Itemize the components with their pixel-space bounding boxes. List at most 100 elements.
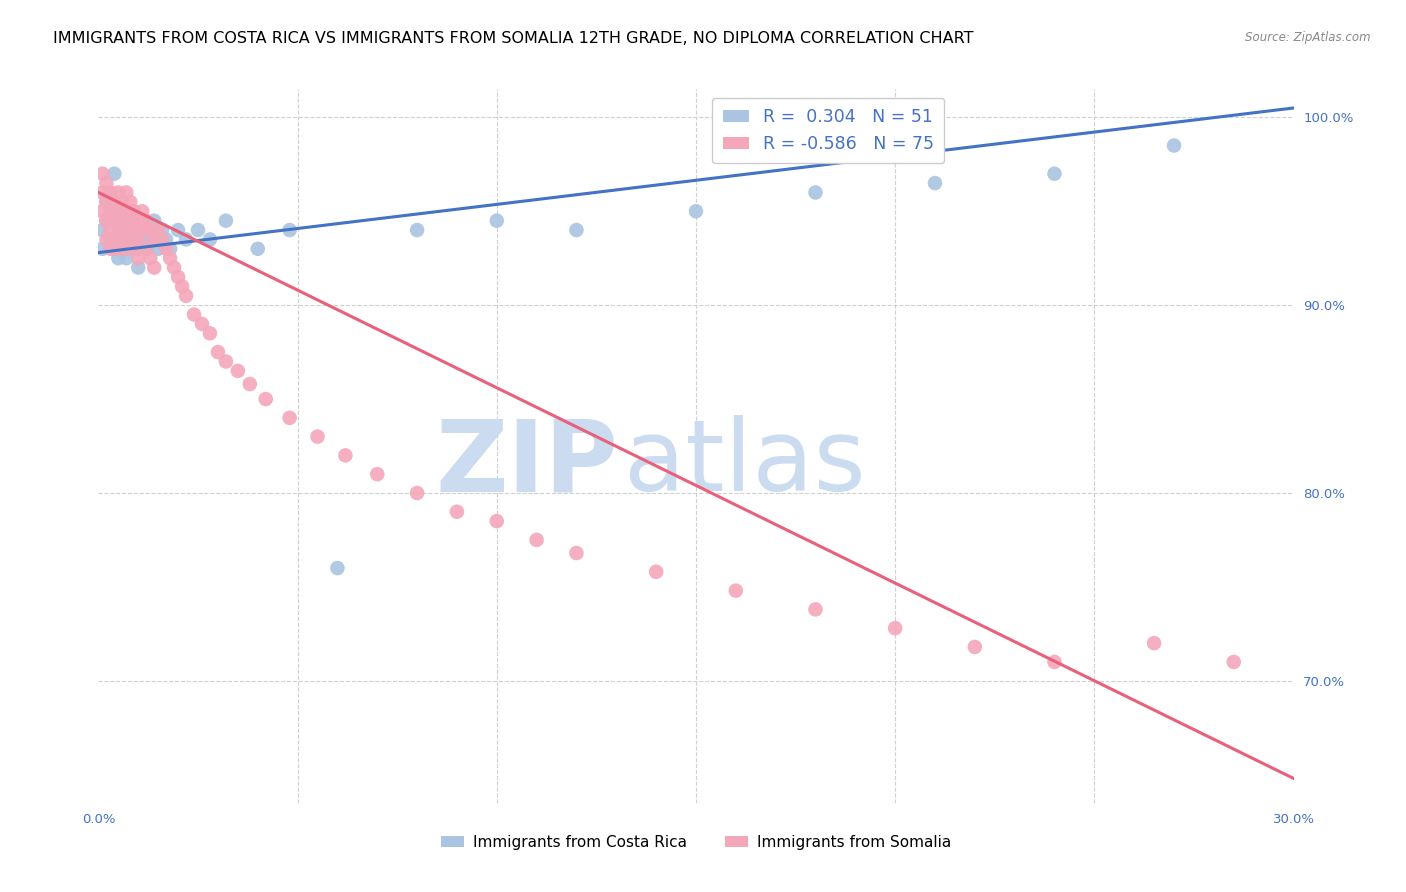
Point [159,251,181,265]
Point [174,232,197,246]
Point [526,533,548,547]
Point [215,354,238,368]
Point [120,194,142,209]
Point [924,176,946,190]
Point [150,223,173,237]
Point [120,223,142,237]
Point [98,223,122,237]
Point [91,223,114,237]
Point [98,242,122,256]
Point [167,223,190,237]
Point [406,223,429,237]
Point [139,223,162,237]
Point [226,364,249,378]
Point [107,242,129,256]
Point [91,242,114,256]
Legend: Immigrants from Costa Rica, Immigrants from Somalia: Immigrants from Costa Rica, Immigrants f… [434,829,957,855]
Point [485,514,508,528]
Point [103,213,125,227]
Point [91,167,114,181]
Point [107,251,129,265]
Point [98,204,122,219]
Point [98,186,122,200]
Point [335,449,357,463]
Point [239,377,262,392]
Point [884,621,907,635]
Point [127,242,149,256]
Point [1163,138,1185,153]
Text: Source: ZipAtlas.com: Source: ZipAtlas.com [1246,31,1371,45]
Point [207,345,229,359]
Point [1043,167,1066,181]
Point [96,213,118,227]
Point [111,223,134,237]
Point [150,232,173,246]
Point [96,176,118,190]
Point [163,260,186,275]
Point [326,561,349,575]
Point [103,232,125,246]
Point [183,308,205,322]
Text: atlas: atlas [624,416,866,512]
Point [111,204,134,219]
Point [366,467,388,482]
Point [167,270,190,285]
Point [135,242,157,256]
Point [172,279,194,293]
Point [187,223,209,237]
Point [139,232,162,246]
Point [143,232,166,246]
Point [124,223,146,237]
Point [148,223,170,237]
Point [124,213,146,227]
Point [103,167,125,181]
Point [1223,655,1246,669]
Point [198,326,221,341]
Point [485,213,508,227]
Point [127,232,149,246]
Point [143,213,166,227]
Point [96,213,118,227]
Point [120,213,142,227]
Point [131,223,153,237]
Point [135,223,157,237]
Point [124,232,146,246]
Point [174,289,197,303]
Point [96,194,118,209]
Point [254,392,277,406]
Point [215,213,238,227]
Point [155,232,177,246]
Point [127,251,149,265]
Point [103,194,125,209]
Point [107,204,129,219]
Point [111,194,134,209]
Point [115,242,138,256]
Point [307,429,329,443]
Point [645,565,668,579]
Point [143,260,166,275]
Point [91,186,114,200]
Point [107,223,129,237]
Point [159,242,181,256]
Point [139,251,162,265]
Point [124,204,146,219]
Point [278,223,301,237]
Point [963,640,986,654]
Point [135,213,157,227]
Point [127,213,149,227]
Point [135,242,157,256]
Point [120,204,142,219]
Point [120,242,142,256]
Point [565,546,588,560]
Point [155,242,177,256]
Point [804,186,827,200]
Point [98,186,122,200]
Point [131,204,153,219]
Point [111,232,134,246]
Point [565,223,588,237]
Point [115,186,138,200]
Point [107,186,129,200]
Point [131,213,153,227]
Point [131,232,153,246]
Text: IMMIGRANTS FROM COSTA RICA VS IMMIGRANTS FROM SOMALIA 12TH GRADE, NO DIPLOMA COR: IMMIGRANTS FROM COSTA RICA VS IMMIGRANTS… [53,31,974,46]
